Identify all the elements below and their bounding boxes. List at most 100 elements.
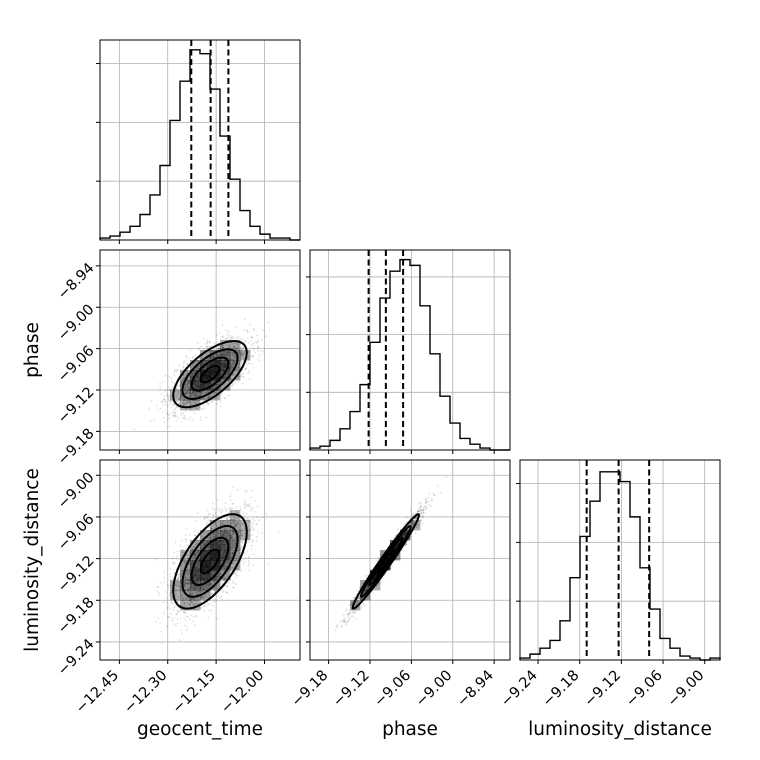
sample-point — [208, 512, 211, 515]
sample-point — [195, 549, 198, 552]
sample-point — [196, 342, 199, 345]
sample-point — [176, 386, 179, 388]
density-cell — [210, 380, 221, 391]
sample-point — [256, 334, 259, 337]
sample-point — [156, 590, 159, 593]
sample-point — [186, 363, 189, 366]
sample-point — [195, 360, 198, 363]
sample-point — [222, 346, 225, 349]
sample-point — [252, 540, 254, 543]
sample-point — [197, 539, 199, 542]
sample-point — [181, 377, 183, 380]
sample-point — [224, 519, 226, 522]
sample-point — [182, 378, 185, 380]
sample-point — [200, 416, 202, 419]
sample-point — [186, 582, 189, 585]
sample-point — [186, 385, 189, 388]
sample-point — [181, 597, 184, 600]
sample-point — [181, 551, 184, 554]
sample-point — [246, 550, 249, 553]
sample-point — [189, 598, 192, 600]
sample-point — [178, 402, 181, 405]
sample-point — [200, 601, 202, 604]
sample-point — [235, 347, 238, 350]
sample-point — [166, 393, 168, 396]
sample-point — [205, 342, 208, 345]
sample-point — [187, 589, 190, 592]
sample-point — [161, 381, 164, 383]
sample-point — [184, 383, 187, 386]
sample-point — [180, 396, 183, 399]
sample-point — [231, 337, 233, 339]
sample-point — [247, 361, 250, 364]
y-tick-label: −9.06 — [55, 343, 98, 386]
sample-point — [197, 360, 200, 362]
sample-point — [257, 339, 259, 342]
sample-point — [186, 629, 189, 631]
sample-point — [226, 526, 228, 529]
sample-point — [204, 348, 206, 351]
sample-point — [175, 419, 178, 422]
sample-point — [207, 390, 210, 393]
sample-point — [208, 341, 211, 344]
sample-point — [194, 541, 197, 544]
density-cell — [240, 350, 251, 361]
sample-point — [209, 520, 212, 523]
sample-point — [176, 610, 179, 612]
sample-point — [177, 398, 180, 401]
sample-point — [240, 560, 243, 563]
sample-point — [236, 335, 239, 338]
sample-point — [233, 346, 236, 348]
sample-point — [234, 523, 237, 526]
sample-point — [213, 354, 216, 357]
sample-point — [226, 522, 229, 525]
sample-point — [232, 547, 234, 550]
sample-point — [186, 579, 189, 582]
sample-point — [164, 400, 167, 403]
sample-point — [175, 370, 178, 373]
sample-point — [178, 589, 181, 592]
sample-point — [224, 576, 227, 579]
sample-point — [228, 578, 231, 581]
sample-point — [196, 542, 199, 545]
sample-point — [184, 385, 186, 388]
contour-1 — [199, 364, 221, 384]
sample-point — [217, 583, 219, 586]
sample-point — [188, 389, 190, 391]
sample-point — [245, 367, 248, 370]
sample-point — [184, 561, 187, 564]
sample-point — [232, 363, 235, 366]
sample-point — [252, 564, 254, 567]
sample-point — [233, 353, 236, 356]
sample-point — [219, 596, 222, 599]
sample-point — [188, 388, 191, 390]
sample-point — [255, 516, 258, 518]
sample-point — [211, 356, 214, 359]
sample-point — [239, 525, 242, 527]
sample-point — [231, 335, 234, 338]
sample-point — [240, 352, 243, 355]
density-cell — [200, 350, 211, 361]
sample-point — [182, 599, 185, 601]
sample-point — [192, 363, 195, 366]
sample-point — [236, 522, 239, 525]
sample-point — [232, 354, 234, 357]
sample-point — [233, 363, 235, 366]
sample-point — [168, 594, 171, 597]
sample-point — [182, 401, 185, 404]
sample-point — [244, 489, 247, 492]
sample-point — [179, 545, 181, 547]
panel-frame — [99, 39, 301, 241]
sample-point — [237, 518, 240, 521]
sample-point — [243, 341, 246, 343]
density-cell — [220, 340, 231, 351]
sample-point — [180, 412, 183, 414]
sample-point — [201, 392, 204, 395]
sample-point — [207, 616, 210, 619]
sample-point — [225, 508, 228, 510]
sample-point — [157, 408, 159, 411]
sample-point — [251, 336, 253, 339]
sample-point — [249, 349, 251, 352]
sample-point — [232, 530, 235, 533]
sample-point — [221, 508, 224, 511]
